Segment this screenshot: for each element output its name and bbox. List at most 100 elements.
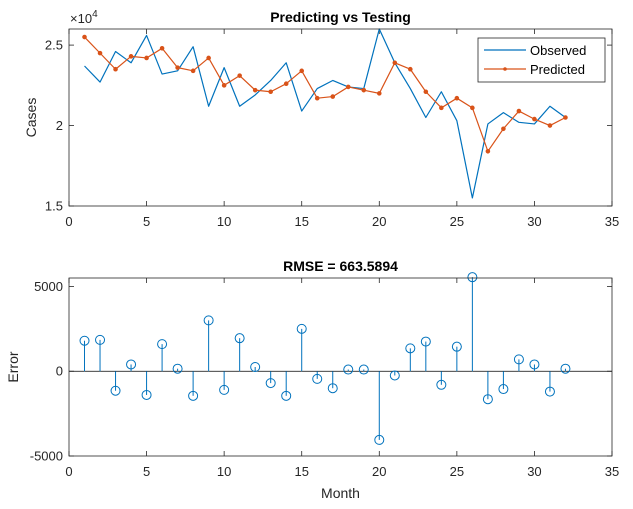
stem-marker xyxy=(281,390,292,401)
y-tick-label: 0 xyxy=(56,364,63,379)
stem-marker xyxy=(234,333,245,344)
data-point-predicted xyxy=(501,126,506,132)
stem-marker xyxy=(389,370,400,381)
legend: Observed Predicted xyxy=(477,37,606,83)
stem-marker xyxy=(79,335,90,346)
axes-frame xyxy=(68,277,613,457)
stem-marker xyxy=(544,386,555,397)
y-axis-label: Cases xyxy=(23,98,39,138)
data-point-predicted xyxy=(299,68,305,74)
legend-marker-predicted xyxy=(503,67,507,71)
stem-marker xyxy=(95,334,106,345)
data-point-predicted xyxy=(454,95,460,101)
stem-marker xyxy=(467,272,478,283)
data-point-predicted xyxy=(547,123,553,128)
x-tick-label: 10 xyxy=(217,464,231,479)
stem-marker xyxy=(374,434,385,445)
stem-marker xyxy=(250,362,261,372)
stem-marker xyxy=(157,339,168,350)
y-tick-label: -5000 xyxy=(30,449,63,464)
stem-marker xyxy=(312,373,323,384)
x-tick-label: 35 xyxy=(605,464,619,479)
stem-marker xyxy=(513,354,524,365)
x-tick-label: 35 xyxy=(605,214,619,229)
data-point-predicted xyxy=(283,81,289,87)
stem-marker xyxy=(265,378,276,389)
y-tick-label: 2 xyxy=(56,118,63,133)
stem-marker xyxy=(436,379,447,390)
y-tick-label: 2.5 xyxy=(45,38,63,53)
x-tick-label: 20 xyxy=(372,464,386,479)
data-point-predicted xyxy=(532,116,537,122)
data-point-predicted xyxy=(361,87,367,93)
data-point-predicted xyxy=(113,66,118,72)
x-tick-label: 0 xyxy=(65,464,72,479)
plot-area: 0 5 10 15 20 25 30 35 1.5 2 2.5 xyxy=(45,28,619,229)
data-point-predicted xyxy=(82,34,87,40)
x-tick-label: 25 xyxy=(450,214,464,229)
data-point-predicted xyxy=(392,60,398,66)
chart-title: RMSE = 663.5894 xyxy=(283,258,398,274)
legend-box xyxy=(477,37,606,83)
legend-label-observed: Observed xyxy=(530,43,586,58)
data-point-predicted xyxy=(485,148,491,154)
stem-marker xyxy=(141,389,152,400)
stem-marker xyxy=(188,390,199,401)
data-point-predicted xyxy=(314,95,320,101)
exponent-base: ×10 xyxy=(70,11,92,26)
x-tick-label: 5 xyxy=(143,464,150,479)
data-point-predicted xyxy=(423,89,429,95)
stem-marker xyxy=(296,323,307,334)
chart-title: Predicting vs Testing xyxy=(270,9,411,25)
data-point-predicted xyxy=(97,50,103,56)
exponent-power: 4 xyxy=(92,9,98,20)
y-tick-label: 1.5 xyxy=(45,199,63,214)
predicting-vs-testing-chart: Predicting vs Testing Cases ×104 0 5 10 15 2… xyxy=(23,9,619,229)
data-point-predicted xyxy=(330,94,336,99)
stem-marker xyxy=(451,341,462,352)
data-point-predicted xyxy=(376,91,382,96)
data-point-predicted xyxy=(159,46,165,51)
data-point-predicted xyxy=(439,105,444,111)
series-line-predicted xyxy=(84,36,566,152)
data-point-predicted xyxy=(408,66,413,72)
stem-marker xyxy=(482,394,493,405)
x-tick-label: 30 xyxy=(527,464,541,479)
stem-marker xyxy=(405,343,416,354)
data-point-predicted xyxy=(128,54,134,59)
stem-marker xyxy=(498,384,509,395)
data-point-predicted xyxy=(470,105,475,111)
data-point-predicted xyxy=(345,84,351,90)
y-tick-label: 5000 xyxy=(34,279,63,294)
data-point-predicted xyxy=(206,55,211,61)
stem-marker xyxy=(560,363,571,374)
data-point-predicted xyxy=(237,73,242,78)
x-tick-label: 25 xyxy=(450,464,464,479)
data-point-predicted xyxy=(221,83,227,88)
data-point-predicted xyxy=(144,55,149,61)
axes-frame xyxy=(68,28,613,207)
stem-marker xyxy=(219,384,230,395)
data-point-predicted xyxy=(190,68,196,74)
y-axis-exponent: ×104 xyxy=(70,9,98,26)
rmse-error-chart: RMSE = 663.5894 Error Month 0 5 10 15 20 25 30… xyxy=(5,258,619,501)
data-point-predicted xyxy=(175,65,180,70)
data-point-predicted xyxy=(563,115,568,120)
stem-marker xyxy=(358,364,369,375)
x-axis-label: Month xyxy=(321,485,360,501)
stem-marker xyxy=(172,363,183,374)
stem-marker xyxy=(420,336,431,347)
x-tick-label: 0 xyxy=(65,214,72,229)
x-tick-label: 30 xyxy=(527,214,541,229)
stem-marker xyxy=(343,364,354,375)
x-tick-label: 10 xyxy=(217,214,231,229)
stem-marker xyxy=(529,359,540,370)
x-tick-label: 20 xyxy=(372,214,386,229)
x-tick-label: 15 xyxy=(294,464,308,479)
data-point-predicted xyxy=(268,89,273,95)
stem-marker xyxy=(327,383,338,394)
stem-marker xyxy=(110,385,121,396)
legend-label-predicted: Predicted xyxy=(530,62,585,77)
